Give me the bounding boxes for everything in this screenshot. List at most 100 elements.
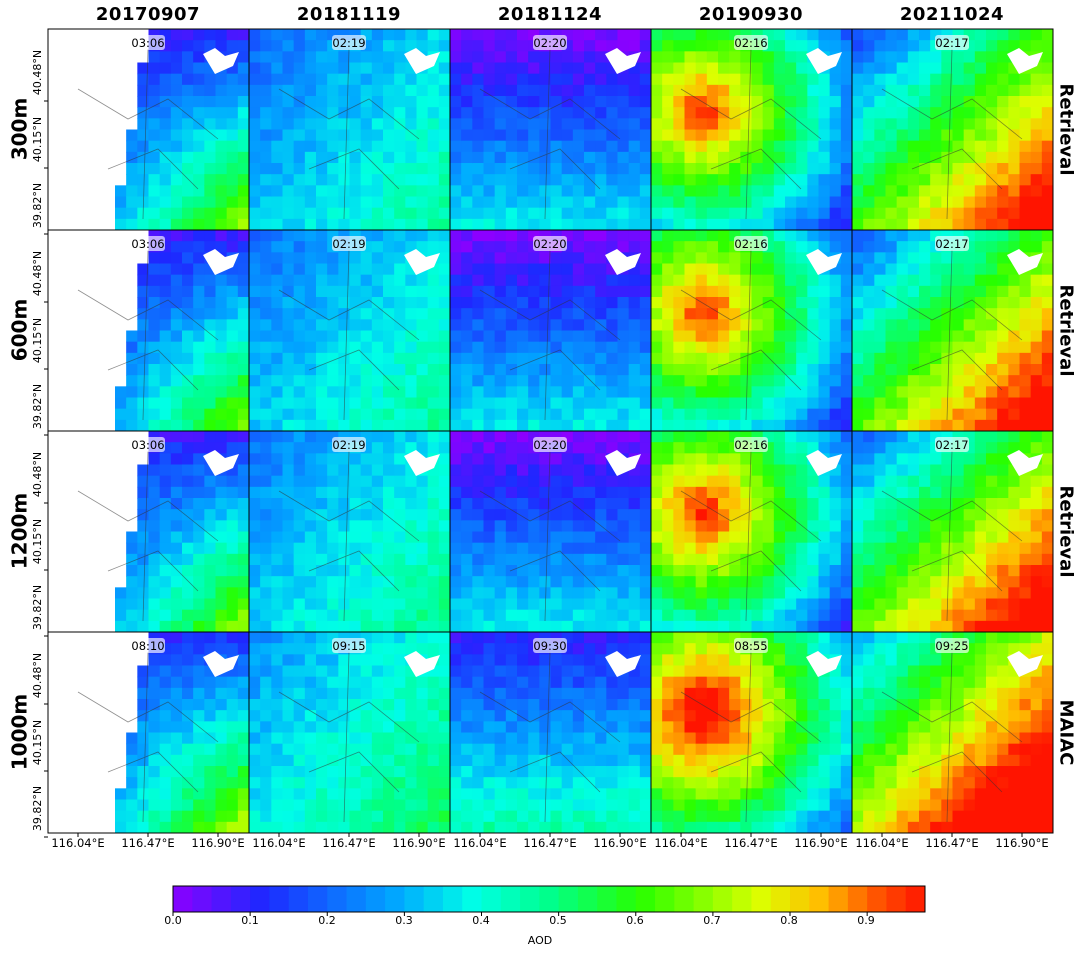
- aod-cell: [997, 598, 1009, 611]
- aod-cell: [662, 40, 674, 52]
- aod-cell: [349, 565, 362, 577]
- aod-cell: [271, 285, 284, 298]
- aod-cell: [941, 520, 954, 533]
- no-data-patch: [806, 249, 842, 275]
- aod-cell: [416, 542, 429, 555]
- aod-cell: [316, 218, 328, 230]
- aod-cell: [550, 96, 563, 108]
- aod-cell: [639, 464, 651, 477]
- aod-cell: [338, 687, 351, 700]
- aod-cell: [271, 687, 284, 700]
- aod-cell: [952, 297, 965, 309]
- aod-cell: [405, 207, 418, 220]
- aod-cell: [316, 676, 328, 689]
- aod-cell: [584, 252, 596, 265]
- aod-cell: [349, 408, 362, 421]
- aod-cell: [1008, 341, 1021, 354]
- aod-cell: [528, 207, 540, 220]
- aod-cell: [137, 263, 150, 276]
- aod-cell: [1008, 163, 1021, 175]
- aod-cell: [338, 96, 351, 108]
- aod-cell: [941, 620, 954, 632]
- aod-cell: [405, 598, 418, 611]
- aod-cell: [316, 29, 328, 41]
- aod-cell: [148, 341, 161, 354]
- aod-cell: [159, 285, 172, 298]
- no-data-patch: [203, 249, 239, 275]
- aod-cell: [651, 598, 663, 611]
- aod-cell: [606, 375, 619, 387]
- aod-cell: [963, 274, 976, 287]
- aod-cell: [371, 553, 384, 566]
- aod-cell: [293, 397, 306, 410]
- aod-cell: [316, 766, 328, 778]
- aod-cell: [651, 62, 663, 75]
- aod-cell: [360, 330, 373, 343]
- aod-cell: [461, 107, 473, 119]
- aod-cell: [584, 263, 596, 276]
- aod-cell: [304, 643, 317, 655]
- aod-cell: [785, 464, 797, 477]
- aod-cell: [137, 297, 150, 309]
- aod-cell: [450, 330, 462, 343]
- aod-cell: [684, 62, 697, 75]
- aod-cell: [874, 252, 887, 265]
- aod-cell: [316, 40, 328, 52]
- aod-cell: [494, 486, 507, 499]
- aod-cell: [494, 520, 507, 533]
- aod-cell: [963, 509, 976, 521]
- aod-cell: [215, 498, 228, 510]
- aod-cell: [617, 274, 630, 287]
- aod-cell: [617, 73, 630, 86]
- aod-cell: [561, 453, 574, 466]
- aod-cell: [271, 140, 284, 153]
- aod-cell: [383, 408, 395, 421]
- aod-cell: [617, 498, 630, 510]
- aod-cell: [483, 375, 496, 387]
- aod-cell: [617, 341, 630, 354]
- aod-cell: [952, 73, 965, 86]
- aod-cell: [360, 375, 373, 387]
- aod-cell: [405, 230, 418, 242]
- aod-cell: [327, 274, 339, 287]
- aod-cell: [349, 721, 362, 734]
- aod-cell: [919, 453, 931, 466]
- aod-cell: [461, 84, 473, 97]
- aod-cell: [919, 576, 931, 588]
- aod-cell: [673, 40, 686, 52]
- aod-cell: [360, 453, 373, 466]
- aod-cell: [952, 29, 965, 41]
- aod-cell: [807, 196, 820, 209]
- aod-cell: [126, 364, 138, 376]
- aod-cell: [840, 174, 852, 186]
- aod-cell: [260, 810, 272, 823]
- aod-cell: [606, 140, 619, 153]
- aod-cell: [863, 386, 875, 399]
- aod-cell: [762, 464, 775, 477]
- aod-cell: [483, 274, 496, 287]
- aod-cell: [505, 263, 518, 276]
- aod-cell: [762, 486, 775, 499]
- aod-cell: [349, 308, 362, 320]
- aod-cell: [416, 431, 429, 443]
- aod-cell: [304, 743, 317, 756]
- aod-cell: [293, 352, 306, 365]
- aod-cell: [740, 174, 753, 186]
- aod-cell: [997, 364, 1009, 376]
- aod-cell: [405, 509, 418, 521]
- aod-cell: [584, 419, 596, 431]
- aod-cell: [237, 598, 249, 611]
- aod-cell: [1041, 151, 1053, 164]
- aod-cell: [1008, 174, 1021, 186]
- aod-cell: [528, 475, 540, 488]
- aod-cell: [818, 553, 831, 566]
- aod-cell: [1019, 565, 1032, 577]
- aod-cell: [762, 196, 775, 209]
- aod-cell: [226, 129, 239, 142]
- aod-cell: [528, 620, 540, 632]
- aod-cell: [517, 386, 529, 399]
- aod-cell: [818, 129, 831, 142]
- aod-cell: [974, 553, 987, 566]
- aod-cell: [293, 241, 306, 253]
- aod-cell: [226, 609, 239, 622]
